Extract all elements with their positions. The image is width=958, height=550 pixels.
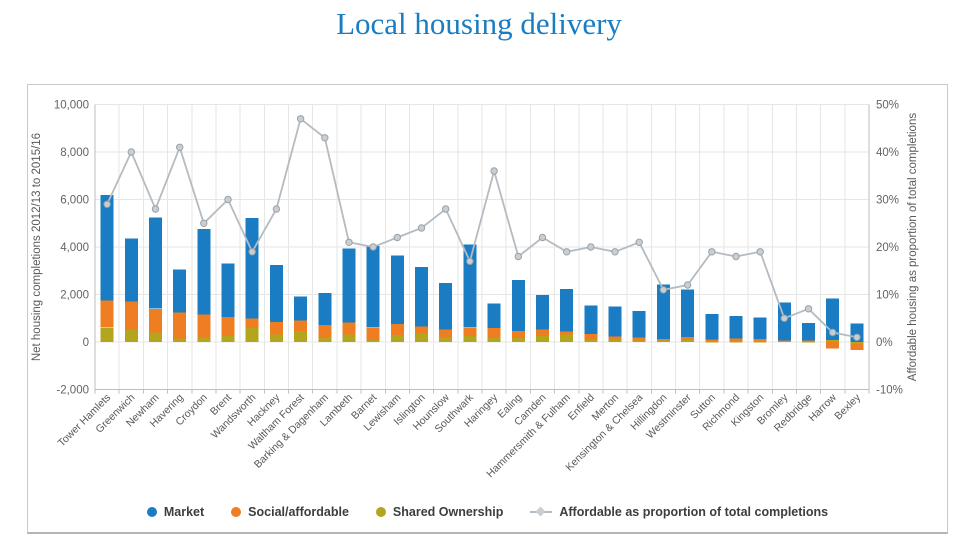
y-left-axis-title: Net housing completions 2012/13 to 2015/… (31, 133, 43, 361)
svg-text:-10%: -10% (876, 385, 903, 397)
legend-item-shared: Shared Ownership (375, 505, 504, 519)
svg-text:2,000: 2,000 (60, 290, 89, 302)
svg-text:0: 0 (83, 337, 89, 349)
shared-dot-icon (375, 507, 386, 517)
trend-line-icon (530, 506, 553, 517)
page-title: Local housing delivery (336, 6, 622, 41)
x-axis-labels: Tower HamletsGreenwichNewhamHaveringCroy… (56, 391, 864, 480)
legend-label-shared: Shared Ownership (392, 505, 504, 519)
legend-item-line: Affordable as proportion of total comple… (530, 505, 828, 519)
market-dot-icon (146, 507, 157, 517)
svg-text:-2,000: -2,000 (56, 385, 89, 397)
bars (100, 194, 864, 350)
legend-item-social: Social/affordable (231, 505, 349, 519)
y-right-axis-title: Affordable housing as proportion of tota… (907, 113, 919, 382)
y-axis-right-labels: -10% 0% 10% 20% 30% 40% 50% (876, 100, 903, 397)
chart-legend: Market Social/affordable Shared Ownershi… (28, 505, 947, 519)
legend-label-line: Affordable as proportion of total comple… (559, 505, 829, 519)
trend-line (103, 115, 861, 342)
chart-panel: -2,000 0 2,000 4,000 6,000 8,000 10,000 -10% 0% 1… (27, 84, 948, 534)
svg-text:8,000: 8,000 (60, 147, 89, 159)
svg-text:4,000: 4,000 (60, 242, 89, 254)
legend-label-social: Social/affordable (248, 505, 349, 519)
gridlines (94, 104, 870, 390)
legend-label-market: Market (163, 505, 205, 519)
svg-text:20%: 20% (876, 242, 899, 254)
svg-text:50%: 50% (876, 100, 899, 112)
svg-text:40%: 40% (876, 147, 899, 159)
svg-text:10%: 10% (876, 290, 899, 302)
svg-text:Bexley: Bexley (832, 391, 863, 422)
svg-text:6,000: 6,000 (60, 195, 89, 207)
axis-titles: Net housing completions 2012/13 to 2015/… (31, 113, 919, 382)
y-axis-left-labels: -2,000 0 2,000 4,000 6,000 8,000 10,000 (54, 100, 89, 397)
social-dot-icon (231, 507, 242, 517)
axes (94, 104, 870, 394)
legend-item-market: Market (146, 505, 205, 519)
svg-text:Harrow: Harrow (806, 391, 839, 424)
svg-text:30%: 30% (876, 195, 899, 207)
housing-chart: -2,000 0 2,000 4,000 6,000 8,000 10,000 -10% 0% 1… (31, 100, 919, 481)
svg-text:10,000: 10,000 (54, 100, 89, 112)
svg-text:0%: 0% (876, 337, 893, 349)
